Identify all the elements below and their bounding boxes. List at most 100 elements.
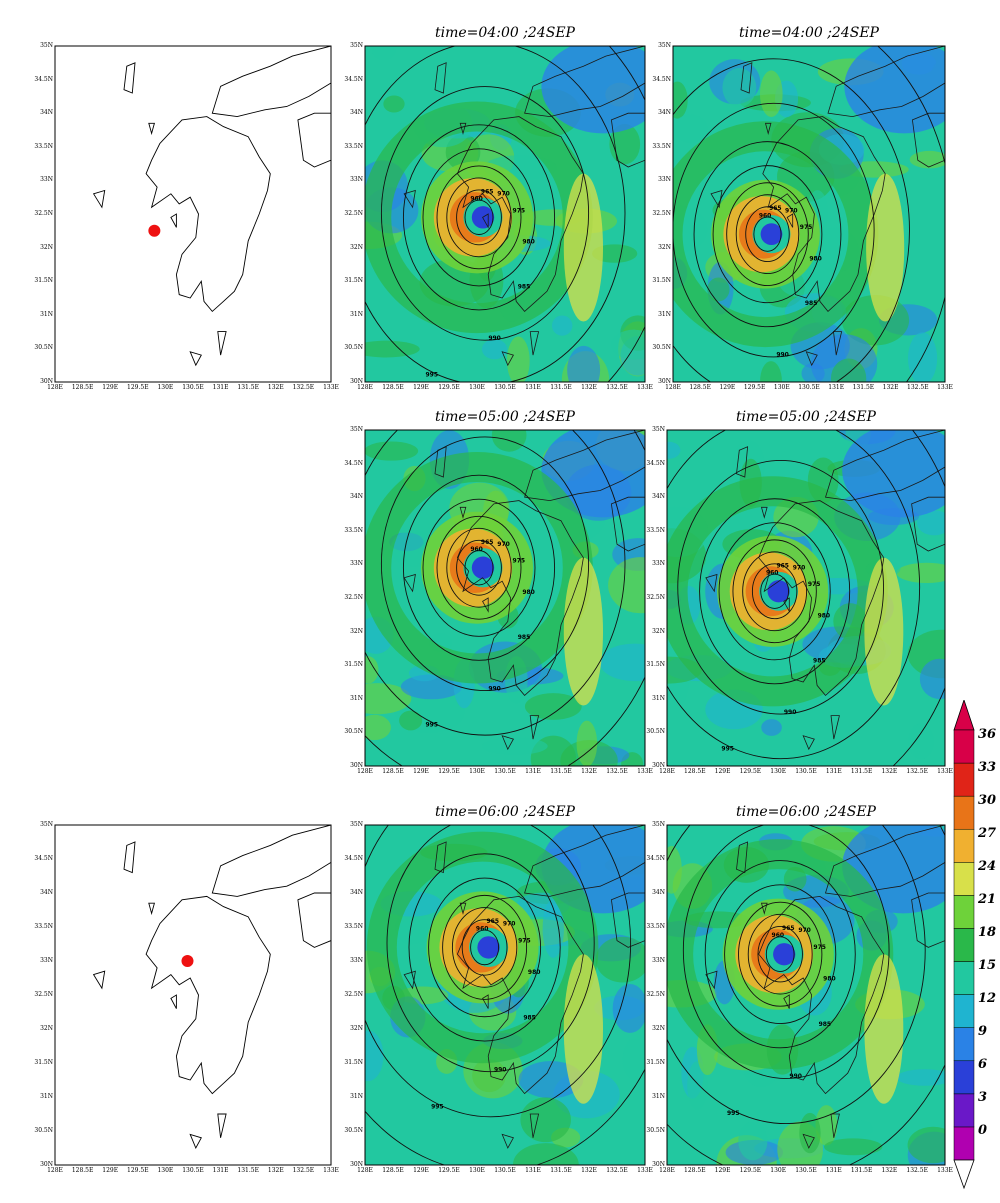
y-tick-label: 30.5N: [646, 1127, 665, 1134]
y-tick-label: 33N: [350, 957, 363, 964]
colorbar-segment: [953, 729, 975, 764]
y-tick-label: 31N: [652, 1093, 665, 1100]
isobar-label: 965: [486, 918, 499, 925]
x-tick-label: 132.5E: [292, 1167, 315, 1174]
x-tick-label: 128E: [659, 768, 675, 775]
isobar-label: 970: [793, 564, 806, 571]
x-tick-label: 132E: [882, 384, 899, 391]
y-tick-label: 35N: [350, 821, 363, 828]
isobar-label: 960: [766, 569, 779, 576]
colorbar-label: 12: [978, 991, 997, 1007]
y-tick-label: 33N: [652, 957, 665, 964]
isobar-label: 960: [476, 925, 489, 932]
isobar-label: 995: [431, 1103, 444, 1110]
x-tick-label: 132.5E: [906, 768, 928, 775]
x-tick-label: 131E: [525, 768, 541, 775]
x-tick-label: 131E: [828, 384, 845, 391]
y-tick-label: 30N: [350, 378, 363, 385]
x-tick-label: 132E: [267, 1167, 284, 1174]
colorbar-label: 27: [978, 825, 997, 841]
isobar-label: 960: [772, 932, 785, 939]
x-tick-label: 132.5E: [606, 1167, 628, 1174]
isobar-label: 965: [481, 188, 494, 195]
x-tick-label: 129E: [102, 384, 119, 391]
x-tick-label: 130.5E: [494, 768, 516, 775]
colorbar-label: 0: [978, 1123, 988, 1139]
y-tick-label: 32.5N: [652, 210, 671, 217]
colorbar-label: 3: [978, 1090, 988, 1106]
y-tick-label: 32.5N: [344, 991, 363, 998]
x-tick-label: 129E: [413, 1167, 429, 1174]
y-tick-label: 30.5N: [34, 1127, 53, 1134]
y-tick-label: 34.5N: [646, 459, 665, 467]
x-tick-label: 130E: [469, 768, 485, 775]
y-tick-label: 30N: [652, 1161, 665, 1168]
colorbar-label: 30: [978, 792, 997, 808]
isobar-label: 960: [470, 546, 483, 553]
y-tick-label: 32N: [40, 243, 53, 251]
colorbar-label: 24: [978, 858, 997, 874]
isobar-label: 965: [782, 925, 795, 932]
y-tick-label: 33N: [658, 176, 671, 184]
x-tick-label: 131.5E: [850, 768, 873, 775]
panel-map-row1: [54, 45, 332, 383]
x-tick-label: 129.5E: [438, 768, 460, 775]
x-tick-label: 131E: [525, 1167, 541, 1174]
x-tick-label: 130.5E: [182, 1167, 204, 1174]
y-tick-label: 35N: [40, 821, 53, 828]
colorbar-segment: [953, 795, 975, 830]
y-tick-label: 34N: [350, 889, 363, 896]
x-tick-label: 133E: [937, 384, 953, 391]
x-tick-label: 129.5E: [438, 1167, 460, 1174]
y-tick-label: 35N: [652, 821, 665, 828]
x-tick-label: 129E: [719, 384, 736, 391]
y-tick-label: 31.5N: [652, 277, 671, 285]
y-tick-label: 32N: [350, 1025, 363, 1032]
x-tick-label: 131.5E: [852, 384, 875, 391]
isobar-label: 975: [518, 937, 531, 944]
panel-title: time=04:00 ;24SEP: [739, 25, 879, 41]
isobar-label: 980: [528, 969, 541, 976]
isobar-label: 975: [513, 558, 526, 565]
x-tick-label: 129E: [714, 768, 731, 775]
isobar-label: 975: [808, 581, 821, 588]
y-tick-label: 32N: [40, 1025, 53, 1032]
x-tick-label: 131.5E: [237, 1167, 259, 1174]
y-tick-label: 32N: [658, 243, 671, 251]
isobar-label: 995: [425, 371, 438, 378]
x-tick-label: 130E: [469, 384, 485, 391]
y-tick-label: 33.5N: [344, 526, 363, 534]
isobar-label: 995: [425, 722, 438, 729]
y-tick-label: 30.5N: [652, 344, 671, 352]
x-tick-label: 130E: [469, 1167, 485, 1174]
x-tick-label: 133E: [937, 768, 953, 775]
y-tick-label: 32N: [652, 627, 665, 635]
colorbar: [952, 700, 1000, 1190]
y-tick-label: 33.5N: [652, 142, 671, 150]
x-tick-label: 129.5E: [127, 384, 149, 391]
y-tick-label: 32.5N: [344, 210, 363, 217]
y-tick-label: 32.5N: [34, 210, 53, 217]
isobar-label: 990: [488, 335, 501, 342]
y-tick-label: 34.5N: [34, 75, 53, 83]
y-tick-label: 33N: [350, 176, 363, 184]
x-tick-label: 128.5E: [71, 384, 94, 391]
x-tick-label: 128.5E: [382, 384, 404, 391]
isobar-label: 995: [721, 745, 734, 752]
y-tick-label: 34.5N: [344, 75, 363, 83]
y-tick-label: 34N: [350, 493, 363, 501]
colorbar-segment: [953, 1093, 975, 1128]
isobar-label: 985: [819, 1021, 832, 1028]
isobar-label: 985: [523, 1014, 536, 1021]
isobar-label: 975: [513, 207, 526, 214]
y-tick-label: 30N: [350, 762, 363, 769]
y-tick-label: 31N: [350, 1093, 363, 1100]
y-tick-label: 33.5N: [344, 142, 363, 150]
x-tick-label: 130.5E: [494, 1167, 516, 1174]
x-tick-label: 130E: [770, 1167, 787, 1174]
isobar-label: 970: [503, 920, 516, 927]
